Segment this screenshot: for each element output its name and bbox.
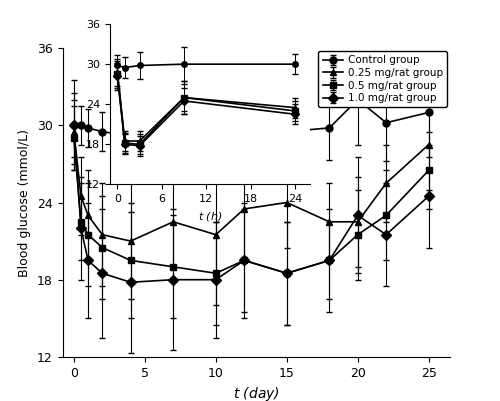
Legend: Control group, 0.25 mg/rat group, 0.5 mg/rat group, 1.0 mg/rat group: Control group, 0.25 mg/rat group, 0.5 mg… — [318, 51, 447, 107]
X-axis label: $t$ (h): $t$ (h) — [198, 210, 222, 223]
X-axis label: $t$ (day): $t$ (day) — [233, 385, 280, 401]
Y-axis label: Blood glucose (mmol/L): Blood glucose (mmol/L) — [18, 128, 32, 277]
